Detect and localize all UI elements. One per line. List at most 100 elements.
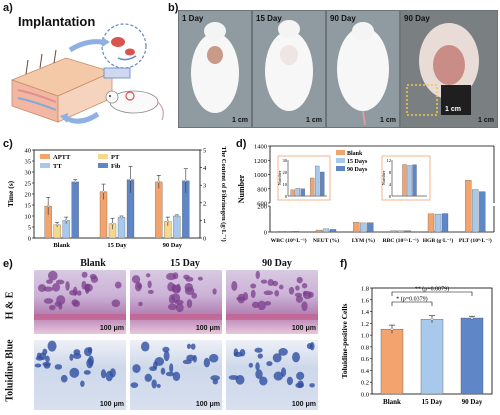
- hair-follicle: [231, 281, 238, 291]
- hair-follicle: [84, 284, 90, 294]
- he-stain-blank: 100 μm: [34, 270, 126, 334]
- hair-follicle: [131, 275, 141, 284]
- stained-cell: [248, 362, 254, 368]
- stained-cell: [210, 375, 220, 381]
- arrow-icon: [117, 55, 137, 61]
- hair-follicle: [90, 275, 99, 283]
- data-point: [430, 317, 434, 321]
- stained-cell: [309, 383, 315, 388]
- hair-follicle: [166, 272, 176, 281]
- y-tick-label: 1200: [254, 158, 267, 165]
- hair-follicle: [197, 276, 203, 281]
- data-point: [120, 215, 123, 219]
- scale-bar-label: 100 μm: [99, 401, 124, 408]
- hair-follicle: [191, 292, 198, 299]
- stained-cell: [296, 371, 305, 380]
- hair-follicle: [65, 281, 70, 291]
- legend-label: 90 Days: [347, 167, 368, 173]
- inset-tick-label: 20: [283, 170, 288, 175]
- hair-follicle: [186, 299, 193, 309]
- hair-follicle: [147, 289, 154, 295]
- inset-bar: [315, 165, 320, 197]
- photo-day90: 90 Day 1 cm: [326, 10, 400, 128]
- bar-15-days: [285, 231, 292, 233]
- stained-cell: [163, 350, 170, 362]
- panel-label-e: e): [3, 258, 13, 270]
- x-tick-label: HGB (g·L⁻¹): [423, 237, 454, 244]
- legend-label: APTT: [53, 154, 71, 161]
- stained-cell: [165, 371, 175, 377]
- hair-follicle: [301, 301, 308, 312]
- day-label: 1 Day: [182, 14, 204, 23]
- legend-swatch: [98, 163, 108, 168]
- y-axis-label: Toluidine-positive Cells: [340, 303, 349, 378]
- x-tick-label: NEUT (%): [313, 237, 339, 244]
- bar-aptt: [155, 181, 163, 239]
- stained-cell: [42, 361, 51, 367]
- hair-follicle: [81, 271, 88, 278]
- stained-cell: [203, 357, 211, 368]
- stained-cell: [190, 343, 196, 350]
- stained-cell: [109, 368, 116, 378]
- inset-bar: [295, 188, 300, 197]
- stained-cell: [80, 380, 85, 387]
- y2-tick-label: 2: [203, 200, 206, 207]
- day-label: 90 Day: [330, 14, 356, 23]
- hair-follicle: [43, 298, 54, 304]
- y-tick-label: 1000: [254, 172, 267, 179]
- legend-label: 15 Days: [347, 159, 368, 165]
- bar-15-days: [472, 189, 479, 233]
- x-tick-label: Blank: [383, 398, 401, 406]
- hair-follicle: [301, 282, 308, 289]
- row-title: Toluidine Blue: [4, 339, 16, 402]
- bar-blank: [278, 231, 285, 233]
- legend-swatch: [40, 163, 50, 168]
- data-point: [184, 179, 188, 182]
- stained-cell: [255, 369, 263, 380]
- x-tick-label: PLT (10⁹·L⁻¹): [459, 237, 492, 244]
- y-tick-label: 0.8: [361, 344, 369, 351]
- column-title: 90 Day: [262, 258, 292, 269]
- stained-cell: [297, 380, 304, 388]
- y2-axis-label: The Content of Fibrinogen (g·L⁻¹): [220, 146, 227, 241]
- hair-follicle: [55, 279, 65, 285]
- stained-cell: [186, 343, 192, 349]
- bar-blank: [315, 229, 323, 233]
- inset-tick-label: 0: [389, 194, 392, 199]
- epidermis-layer: [34, 314, 126, 320]
- bar-blank: [390, 230, 397, 233]
- legend-swatch: [98, 154, 108, 159]
- inset-bar: [402, 164, 407, 197]
- significance-bracket: [391, 291, 473, 296]
- hair-follicle: [58, 303, 63, 310]
- stained-cell: [42, 348, 48, 355]
- bar-90-days: [367, 222, 374, 233]
- x-tick-label: Blank: [53, 242, 70, 249]
- y-tick-label: 1400: [254, 144, 267, 151]
- hair-follicle: [69, 289, 78, 296]
- implantation-schematic: Implantation: [6, 10, 166, 132]
- stained-cell: [309, 341, 315, 351]
- bar: [460, 317, 484, 395]
- inset-tick-label: 8: [389, 170, 392, 175]
- hair-follicle: [37, 284, 47, 292]
- data-point: [73, 180, 77, 184]
- y-tick-label: 0: [264, 230, 267, 237]
- scale-bar-label: 1 cm: [306, 117, 322, 124]
- panel-label-c: c): [3, 138, 13, 150]
- y-tick-label: 0.2: [361, 380, 369, 387]
- x-tick-label: RBC (10¹²·L⁻¹): [383, 237, 419, 244]
- bar: [420, 319, 444, 395]
- stained-cell: [69, 367, 80, 378]
- stained-cell: [132, 364, 141, 373]
- hair-follicle: [171, 293, 181, 303]
- bar-blank: [427, 213, 435, 233]
- hair-follicle: [171, 284, 181, 294]
- hair-follicle: [145, 273, 151, 278]
- inset-y-label: Number: [381, 170, 386, 185]
- stained-cell: [34, 363, 42, 368]
- stained-cell: [169, 363, 174, 373]
- magnify-circle: [101, 23, 147, 69]
- inset-bar: [310, 177, 315, 197]
- y2-tick-label: 4: [203, 165, 207, 172]
